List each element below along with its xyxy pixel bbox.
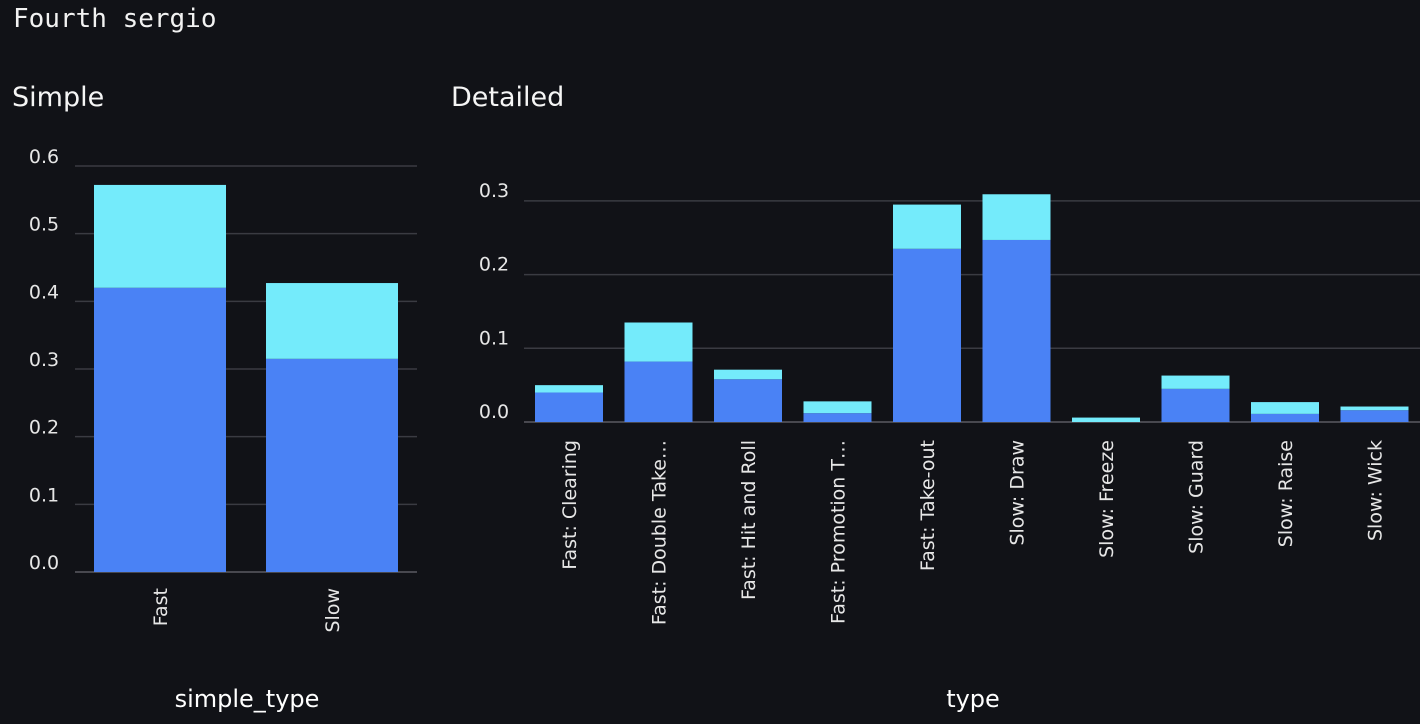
y-tick-label: 0.0 [479, 401, 509, 423]
y-tick-label: 0.2 [479, 254, 509, 276]
y-tick-label: 0.0 [29, 552, 59, 574]
x-tick-label: Fast: Take-out [917, 440, 939, 571]
x-axis-title: simple_type [175, 685, 320, 713]
bar-segment-lower [624, 361, 693, 422]
x-tick-label: Fast: Hit and Roll [738, 440, 760, 600]
y-tick-label: 0.3 [29, 349, 59, 371]
bar-segment-lower [982, 239, 1051, 422]
y-tick-label: 0.3 [479, 180, 509, 202]
x-tick-label: Fast [150, 588, 172, 626]
x-tick-label: Slow: Wick [1365, 440, 1387, 541]
y-tick-label: 0.4 [29, 281, 59, 303]
chart-title-detailed: Detailed [451, 82, 565, 113]
bar-segment-lower [94, 287, 226, 572]
x-tick-label: Fast: Double Take… [649, 440, 671, 625]
y-tick-label: 0.2 [29, 417, 59, 439]
bar-segment-upper [266, 283, 398, 359]
bar-segment-lower [266, 358, 398, 572]
bar-segment-lower [893, 248, 961, 422]
bar-segment-upper [1251, 402, 1319, 414]
y-tick-label: 0.5 [29, 214, 59, 236]
x-tick-label: Slow: Raise [1275, 440, 1297, 547]
bar-segment-upper [624, 322, 693, 362]
bar-segment-upper [1072, 417, 1140, 422]
bar-segment-upper [94, 184, 226, 288]
x-tick-label: Fast: Promotion T… [828, 440, 850, 624]
bar-segment-upper [1340, 406, 1409, 411]
bar-segment-upper [982, 194, 1051, 240]
y-tick-label: 0.6 [29, 146, 59, 168]
bar-segment-upper [714, 369, 782, 380]
bar-segment-lower [803, 413, 872, 422]
x-tick-label: Fast: Clearing [559, 440, 581, 570]
x-tick-label: Slow: Guard [1186, 440, 1208, 554]
bar-segment-lower [1161, 388, 1230, 422]
x-tick-label: Slow [322, 588, 344, 633]
y-tick-label: 0.1 [479, 327, 509, 349]
bar-segment-upper [535, 385, 603, 393]
bar-segment-upper [803, 401, 872, 414]
bar-segment-lower [714, 379, 782, 422]
x-tick-label: Slow: Freeze [1096, 440, 1118, 558]
chart-title-simple: Simple [12, 82, 105, 113]
y-tick-label: 0.1 [29, 484, 59, 506]
page-heading: Fourth sergio [13, 4, 217, 34]
bar-segment-lower [1340, 410, 1409, 422]
x-tick-label: Slow: Draw [1007, 440, 1029, 546]
x-axis-title: type [946, 685, 1000, 713]
bar-segment-lower [1251, 413, 1319, 422]
bar-segment-lower [535, 392, 603, 422]
bar-segment-upper [893, 204, 961, 249]
bar-segment-upper [1161, 375, 1230, 389]
